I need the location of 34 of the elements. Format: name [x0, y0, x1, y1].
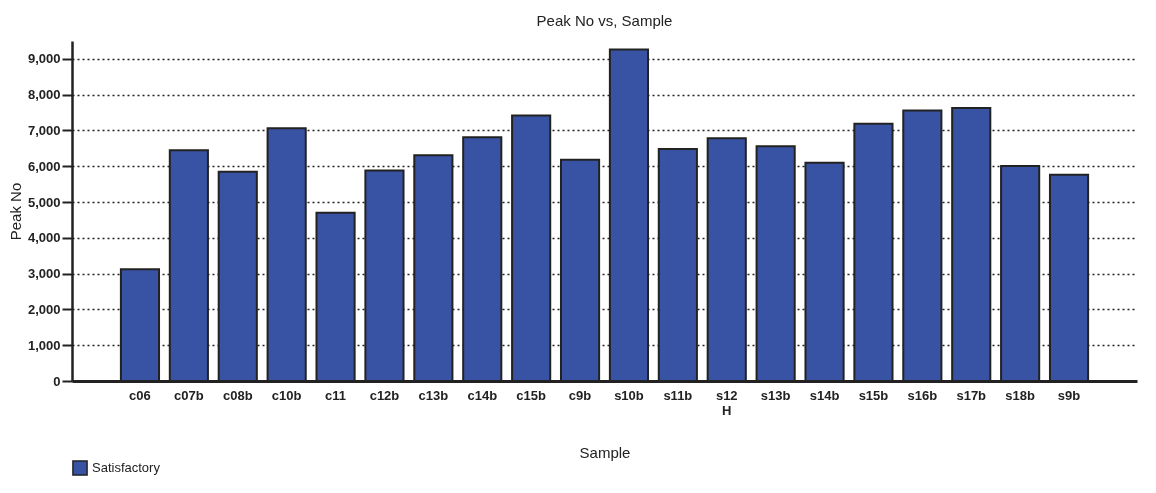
x-axis-title: Sample [579, 443, 631, 461]
x-tick-label: s13b [760, 387, 791, 403]
y-tick-label: 9,000 [27, 51, 61, 67]
x-tick-label: c06 [129, 387, 151, 403]
x-tick-label: c13b [418, 387, 449, 403]
x-tick-label: s11b [663, 387, 693, 403]
y-tick-label: 0 [53, 373, 61, 389]
x-tick-label: c14b [467, 387, 498, 403]
chart-title: Peak No vs, Sample [536, 12, 673, 29]
y-tick-label: 3,000 [27, 266, 61, 282]
y-tick-label: 8,000 [27, 87, 61, 103]
x-tick-label: s17b [956, 387, 987, 403]
x-tick-label: c11 [325, 387, 347, 403]
x-tick-label: s18b [1005, 387, 1035, 403]
x-tick-label: c12b [369, 387, 400, 403]
y-tick-label: 5,000 [27, 194, 61, 210]
x-tick-label: c15b [516, 387, 547, 403]
x-tick-label: c08b [222, 387, 253, 403]
x-tick-label: s12 H [715, 387, 738, 418]
x-tick-label: c07b [174, 387, 204, 403]
y-tick-label: 2,000 [27, 301, 61, 317]
y-tick-label: 1,000 [27, 337, 61, 353]
legend-label: Satisfactory [92, 460, 161, 475]
y-tick-label: 4,000 [27, 230, 61, 246]
x-tick-label: s9b [1057, 387, 1081, 403]
y-tick-label: 6,000 [27, 158, 61, 174]
x-tick-label: s15b [858, 387, 889, 403]
y-tick-label: 7,000 [27, 122, 61, 138]
x-tick-label: s16b [907, 387, 938, 403]
y-axis-title: Peak No [6, 182, 24, 241]
x-tick-label: s14b [809, 387, 840, 403]
x-tick-label: s10b [614, 387, 644, 403]
x-tick-label: c10b [271, 387, 302, 403]
x-tick-label: c9b [568, 387, 592, 403]
